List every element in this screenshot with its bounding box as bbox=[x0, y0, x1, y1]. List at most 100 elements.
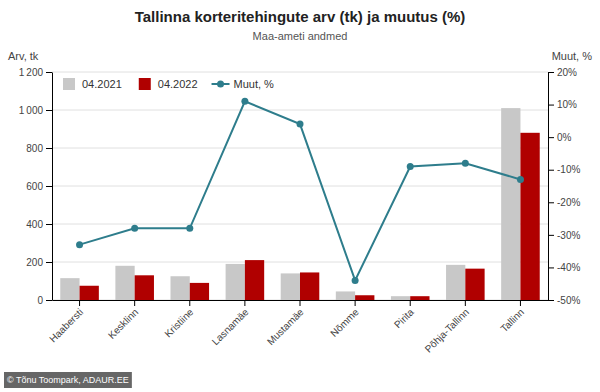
x-tick: Pirita bbox=[392, 300, 416, 330]
legend-item: Muut, % bbox=[212, 78, 275, 90]
y2-tick: -40% bbox=[548, 262, 580, 273]
y2-tick: 20% bbox=[548, 67, 577, 78]
y2-axis-line bbox=[548, 73, 549, 301]
subtitle: Maa-ameti andmed bbox=[253, 30, 348, 42]
x-tick-label: Nõmme bbox=[328, 306, 361, 339]
x-tick-mark bbox=[189, 300, 190, 306]
y2-tick: -50% bbox=[548, 295, 580, 306]
legend-label: 04.2021 bbox=[82, 78, 122, 90]
bar bbox=[465, 269, 484, 300]
plot-area: Haabersti Kesklinn Kristiine Lasnamäe Mustam… bbox=[19, 67, 581, 355]
x-tick-mark bbox=[355, 300, 356, 306]
bar bbox=[115, 266, 134, 300]
bar bbox=[281, 273, 300, 300]
y2-tick-mark bbox=[548, 72, 554, 73]
y2-tick: -20% bbox=[548, 197, 580, 208]
x-tick-mark bbox=[465, 300, 466, 306]
line-marker bbox=[517, 176, 524, 183]
x-tick: Haabersti bbox=[47, 300, 85, 344]
x-axis: Haabersti Kesklinn Kristiine Lasnamäe Mustam… bbox=[47, 300, 548, 355]
y-tick-mark bbox=[46, 224, 52, 225]
line-marker bbox=[186, 225, 193, 232]
line-marker bbox=[352, 277, 359, 284]
x-tick-mark bbox=[410, 300, 411, 306]
legend-item: 04.2022 bbox=[139, 78, 198, 90]
bar bbox=[170, 276, 189, 300]
grid bbox=[52, 72, 548, 300]
y-tick-mark bbox=[46, 148, 52, 149]
y2-tick-label: 20% bbox=[557, 67, 577, 78]
grid-line bbox=[52, 148, 548, 149]
bar bbox=[190, 283, 209, 300]
x-tick-label: Kesklinn bbox=[106, 306, 141, 341]
x-tick: Tallinn bbox=[498, 300, 526, 334]
x-tick-mark bbox=[79, 300, 80, 306]
y2-tick: 0% bbox=[548, 132, 572, 143]
y-tick-mark bbox=[46, 72, 52, 73]
y-tick-mark bbox=[46, 186, 52, 187]
x-tick-mark bbox=[134, 300, 135, 306]
chart: Haabersti Kesklinn Kristiine Lasnamäe Mustam… bbox=[0, 0, 600, 392]
y2-tick-label: 0% bbox=[557, 132, 572, 143]
grid-line bbox=[52, 224, 548, 225]
y2-tick: -10% bbox=[548, 164, 580, 175]
y-tick-label: 0 bbox=[37, 295, 43, 306]
y2-tick-label: -20% bbox=[557, 197, 580, 208]
watermark-text: © Tõnu Toompark, ADAUR.EE bbox=[7, 375, 129, 385]
bar bbox=[245, 260, 264, 300]
bar bbox=[355, 295, 374, 300]
marks bbox=[60, 98, 539, 300]
bar-series bbox=[60, 108, 520, 300]
x-tick: Lasnamäe bbox=[210, 300, 251, 347]
bar bbox=[135, 275, 154, 300]
bar bbox=[80, 286, 99, 300]
y-tick: 1 000 bbox=[19, 105, 52, 116]
y2-tick-mark bbox=[548, 300, 554, 301]
y2-tick-mark bbox=[548, 235, 554, 236]
grid-line bbox=[52, 72, 548, 73]
x-tick-mark bbox=[244, 300, 245, 306]
x-tick: Mustamäe bbox=[265, 300, 306, 347]
bar bbox=[336, 291, 355, 300]
y-axis-line bbox=[52, 73, 53, 301]
legend-symbol bbox=[63, 78, 75, 90]
bar bbox=[520, 133, 539, 300]
line-marker bbox=[76, 241, 83, 248]
y-axis: 02004006008001 0001 200 bbox=[19, 67, 53, 306]
line-marker bbox=[131, 225, 138, 232]
title: Tallinna korteritehingute arv (tk) ja mu… bbox=[135, 8, 466, 25]
legend-item: 04.2021 bbox=[63, 78, 122, 90]
line-marker bbox=[297, 121, 304, 128]
y-tick-mark bbox=[46, 110, 52, 111]
bar bbox=[391, 296, 410, 300]
y-tick: 0 bbox=[37, 295, 52, 306]
y-tick: 600 bbox=[26, 181, 52, 192]
bar bbox=[300, 272, 319, 300]
y2-tick-label: -50% bbox=[557, 295, 580, 306]
y2-tick-mark bbox=[548, 137, 554, 138]
y-tick: 800 bbox=[26, 143, 52, 154]
watermark: © Tõnu Toompark, ADAUR.EE bbox=[4, 372, 132, 388]
y-tick-label: 200 bbox=[26, 257, 43, 268]
x-tick-label: Pirita bbox=[392, 306, 416, 330]
y2-tick: -30% bbox=[548, 230, 580, 241]
x-tick-label: Haabersti bbox=[47, 306, 85, 344]
y2-tick-label: -40% bbox=[557, 262, 580, 273]
grid-line bbox=[52, 110, 548, 111]
x-tick-label: Mustamäe bbox=[265, 306, 306, 347]
legend-symbol bbox=[139, 78, 151, 90]
grid-line bbox=[52, 186, 548, 187]
y-tick-label: 800 bbox=[26, 143, 43, 154]
line-marker bbox=[462, 160, 469, 167]
y2-tick-label: -10% bbox=[557, 164, 580, 175]
y2-axis: -50%-40%-30%-20%-10%0%10%20% bbox=[548, 67, 580, 306]
y2-tick-mark bbox=[548, 170, 554, 171]
line-marker bbox=[407, 163, 414, 170]
x-tick-label: Lasnamäe bbox=[210, 306, 251, 347]
y-tick-mark bbox=[46, 300, 52, 301]
y-tick: 400 bbox=[26, 219, 52, 230]
x-tick: Põhja-Tallinn bbox=[423, 300, 471, 355]
legend-symbol bbox=[217, 81, 224, 88]
x-tick: Kristiine bbox=[162, 300, 195, 339]
x-tick: Kesklinn bbox=[106, 300, 141, 341]
